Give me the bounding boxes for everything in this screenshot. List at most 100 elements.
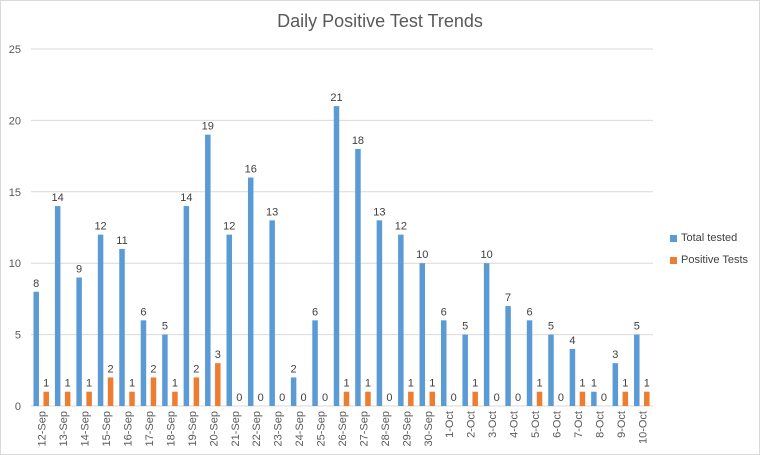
data-label: 2 bbox=[150, 363, 156, 375]
x-tick-label: 27-Sep bbox=[358, 411, 370, 446]
bar-positive-tests bbox=[86, 391, 92, 406]
data-label: 14 bbox=[52, 192, 64, 204]
data-label: 18 bbox=[352, 135, 364, 147]
data-label: 0 bbox=[279, 392, 285, 404]
bar-total-tested bbox=[548, 334, 554, 406]
x-tick-label: 5-Oct bbox=[530, 411, 542, 438]
bar-positive-tests bbox=[107, 377, 114, 406]
x-tick-label: 30-Sep bbox=[423, 411, 435, 446]
data-label: 12 bbox=[395, 221, 407, 233]
y-tick-label: 5 bbox=[15, 330, 21, 342]
data-label: 10 bbox=[416, 249, 428, 261]
x-tick-label: 4-Oct bbox=[509, 411, 521, 438]
x-tick-label: 9-Oct bbox=[616, 411, 628, 438]
data-label: 0 bbox=[301, 392, 307, 404]
legend-swatch-total-tested bbox=[670, 234, 677, 242]
bar-total-tested bbox=[483, 263, 490, 406]
data-label: 2 bbox=[108, 363, 114, 375]
y-tick-label: 0 bbox=[15, 401, 21, 413]
bar-total-tested bbox=[269, 220, 275, 406]
bar-total-tested bbox=[226, 234, 233, 406]
bar-total-tested bbox=[355, 148, 361, 406]
data-label: 0 bbox=[451, 392, 457, 404]
data-label: 21 bbox=[330, 92, 342, 104]
y-tick-label: 20 bbox=[9, 115, 21, 127]
data-label: 10 bbox=[481, 249, 493, 261]
bar-total-tested bbox=[312, 320, 318, 406]
data-label: 2 bbox=[291, 363, 297, 375]
bar-total-tested bbox=[569, 348, 576, 406]
x-tick-label: 7-Oct bbox=[573, 411, 585, 438]
legend-item-positive-tests: Positive Tests bbox=[670, 249, 748, 271]
x-tick-label: 26-Sep bbox=[337, 411, 349, 446]
y-tick-label: 25 bbox=[9, 44, 21, 56]
data-label: 13 bbox=[373, 206, 385, 218]
data-label: 1 bbox=[536, 378, 542, 390]
bar-positive-tests bbox=[193, 377, 200, 406]
x-tick-label: 15-Sep bbox=[101, 411, 113, 446]
bar-total-tested bbox=[162, 334, 168, 406]
data-label: 3 bbox=[612, 349, 618, 361]
x-tick-label: 16-Sep bbox=[123, 411, 135, 446]
data-label: 0 bbox=[558, 392, 564, 404]
data-label: 2 bbox=[193, 363, 199, 375]
data-label: 5 bbox=[462, 321, 468, 333]
x-tick-label: 19-Sep bbox=[187, 411, 199, 446]
data-label: 4 bbox=[569, 335, 575, 347]
x-tick-label: 10-Oct bbox=[637, 411, 649, 444]
legend-swatch-positive-tests bbox=[670, 256, 677, 264]
chart-title: Daily Positive Test Trends bbox=[277, 11, 483, 31]
data-label: 1 bbox=[408, 378, 414, 390]
data-label: 1 bbox=[591, 378, 597, 390]
x-tick-label: 18-Sep bbox=[165, 411, 177, 446]
x-tick-label: 14-Sep bbox=[80, 411, 92, 446]
data-label: 1 bbox=[622, 378, 628, 390]
data-label: 6 bbox=[526, 306, 532, 318]
data-label: 6 bbox=[140, 306, 146, 318]
x-tick-label: 23-Sep bbox=[273, 411, 285, 446]
bar-positive-tests bbox=[579, 391, 586, 406]
data-label: 1 bbox=[472, 378, 478, 390]
data-label: 19 bbox=[202, 121, 214, 133]
legend-label-total-tested: Total tested bbox=[681, 232, 738, 244]
data-label: 5 bbox=[548, 321, 554, 333]
data-label: 1 bbox=[172, 378, 178, 390]
bar-positive-tests bbox=[536, 391, 543, 406]
bar-positive-tests bbox=[129, 391, 135, 406]
data-label: 5 bbox=[162, 321, 168, 333]
x-tick-label: 25-Sep bbox=[316, 411, 328, 446]
bar-positive-tests bbox=[64, 391, 71, 406]
data-label: 1 bbox=[86, 378, 92, 390]
data-label: 3 bbox=[215, 349, 221, 361]
data-label: 1 bbox=[644, 378, 650, 390]
bar-positive-tests bbox=[622, 391, 629, 406]
bar-total-tested bbox=[97, 234, 104, 406]
bar-total-tested bbox=[76, 277, 82, 406]
bar-total-tested bbox=[54, 206, 61, 406]
legend-item-total-tested: Total tested bbox=[670, 227, 748, 249]
bar-positive-tests bbox=[215, 363, 221, 406]
bar-positive-tests bbox=[472, 391, 478, 406]
data-label: 1 bbox=[129, 378, 135, 390]
x-tick-label: 20-Sep bbox=[208, 411, 220, 446]
x-tick-label: 8-Oct bbox=[594, 411, 606, 438]
bar-total-tested bbox=[440, 320, 447, 406]
x-tick-label: 24-Sep bbox=[294, 411, 306, 446]
bar-total-tested bbox=[376, 220, 383, 406]
data-label: 13 bbox=[266, 206, 278, 218]
legend: Total tested Positive Tests bbox=[670, 227, 748, 271]
bar-total-tested bbox=[398, 234, 404, 406]
bar-total-tested bbox=[333, 106, 340, 407]
data-label: 1 bbox=[429, 378, 435, 390]
x-tick-label: 22-Sep bbox=[251, 411, 263, 446]
x-tick-label: 3-Oct bbox=[487, 411, 499, 438]
bar-positive-tests bbox=[408, 391, 414, 406]
data-label: 6 bbox=[312, 306, 318, 318]
bar-total-tested bbox=[419, 263, 426, 406]
bar-total-tested bbox=[591, 391, 597, 406]
data-label: 0 bbox=[515, 392, 521, 404]
bar-total-tested bbox=[140, 320, 147, 406]
x-tick-label: 12-Sep bbox=[37, 411, 49, 446]
